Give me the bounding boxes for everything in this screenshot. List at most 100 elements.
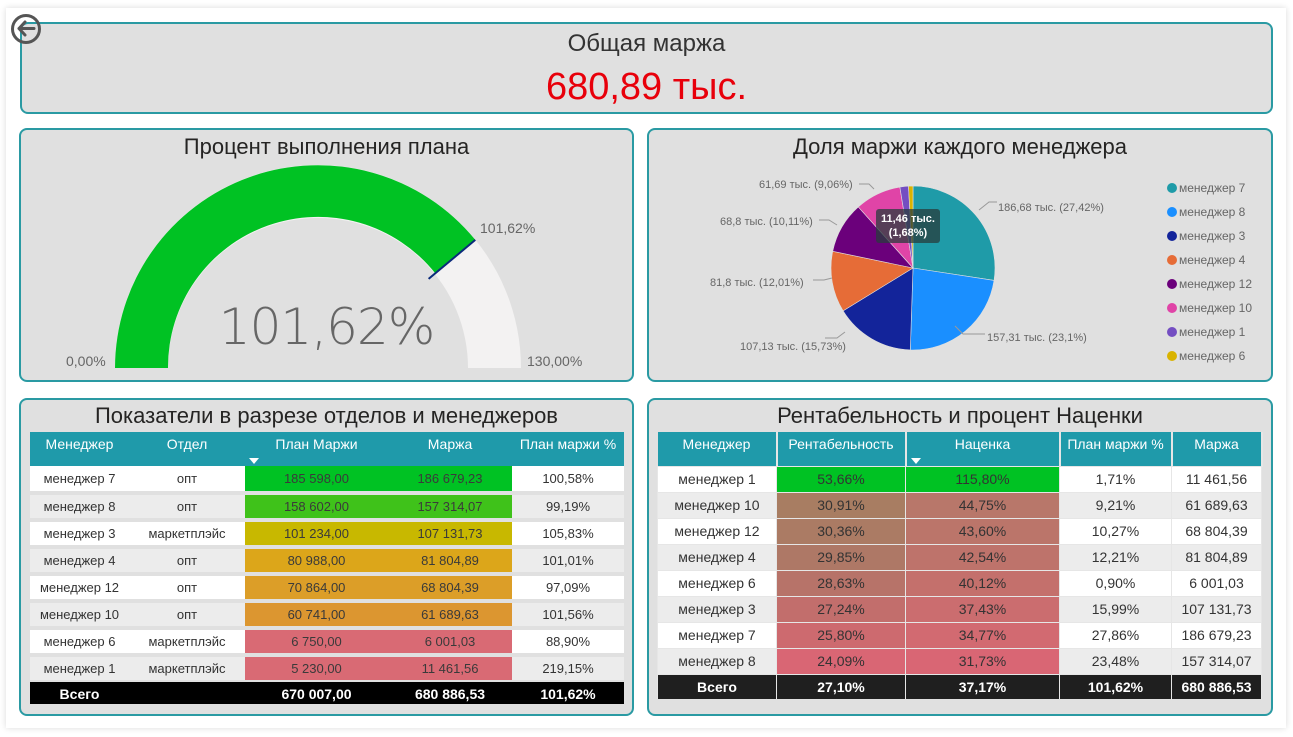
cell-manager: менеджер 12 <box>30 574 129 601</box>
table-row[interactable]: менеджер 8 опт 158 602,00 157 314,07 99,19% <box>30 493 624 520</box>
profitability-table: Менеджер Рентабельность Наценка План мар… <box>657 432 1263 699</box>
legend-item[interactable]: менеджер 8 <box>1167 200 1252 224</box>
back-button[interactable] <box>11 14 41 44</box>
cell-plan: 185 598,00 <box>245 466 388 493</box>
cell-rent: 30,91% <box>776 491 906 519</box>
legend-label: менеджер 6 <box>1179 349 1246 363</box>
col-header-plan-pct[interactable]: План маржи % <box>512 432 624 466</box>
gauge-target-line <box>427 239 476 280</box>
total-plan: 670 007,00 <box>245 682 388 704</box>
col-header-margin[interactable]: Маржа <box>388 432 512 466</box>
cell-margin: 6 001,03 <box>388 628 512 655</box>
table-row[interactable]: менеджер 8 24,09% 31,73% 23,48% 157 314,07 <box>657 647 1262 675</box>
legend-dot-icon <box>1167 231 1177 241</box>
table-row[interactable]: менеджер 10 опт 60 741,00 61 689,63 101,56% <box>30 601 624 628</box>
cell-plan: 70 864,00 <box>245 574 388 601</box>
total-markup: 37,17% <box>905 673 1060 699</box>
cell-rent: 25,80% <box>776 621 906 649</box>
table-row[interactable]: менеджер 3 27,24% 37,43% 15,99% 107 131,73 <box>657 595 1262 623</box>
table2-title: Рентабельность и процент Наценки <box>777 403 1143 428</box>
kpi-value: 680,89 тыс. <box>545 66 748 108</box>
cell-plan-pct: 1,71% <box>1059 465 1172 493</box>
pie-leader-lines <box>813 183 997 339</box>
total-dept <box>129 682 245 704</box>
cell-dept: опт <box>129 574 245 601</box>
table-row[interactable]: менеджер 6 маркетплэйс 6 750,00 6 001,03 88,… <box>30 628 624 655</box>
table-row[interactable]: менеджер 12 опт 70 864,00 68 804,39 97,09% <box>30 574 624 601</box>
total-row: Всего 27,10% 37,17% 101,62% 680 886,53 <box>657 673 1262 699</box>
pie-slice[interactable] <box>830 250 914 312</box>
total-label: Всего <box>30 682 129 704</box>
total-label: Всего <box>657 673 777 699</box>
cell-manager: менеджер 6 <box>657 569 777 597</box>
table-row[interactable]: менеджер 12 30,36% 43,60% 10,27% 68 804,39 <box>657 517 1262 545</box>
cell-margin: 11 461,56 <box>388 655 512 682</box>
cell-margin: 186 679,23 <box>388 466 512 493</box>
cell-manager: менеджер 6 <box>30 628 129 655</box>
table-row[interactable]: менеджер 10 30,91% 44,75% 9,21% 61 689,63 <box>657 491 1262 519</box>
col-header-manager[interactable]: Менеджер <box>30 432 129 466</box>
cell-margin: 186 679,23 <box>1171 621 1262 649</box>
legend-item[interactable]: менеджер 3 <box>1167 224 1252 248</box>
cell-plan-pct: 219,15% <box>512 655 624 682</box>
cell-dept: опт <box>129 601 245 628</box>
col-header-plan-pct[interactable]: План маржи % <box>1059 432 1173 466</box>
legend-dot-icon <box>1167 183 1177 193</box>
table-row[interactable]: менеджер 4 29,85% 42,54% 12,21% 81 804,89 <box>657 543 1262 571</box>
cell-markup: 43,60% <box>905 517 1060 545</box>
pie-label-m12: 68,8 тыс. (10,11%) <box>720 216 813 228</box>
legend-item[interactable]: менеджер 7 <box>1167 176 1252 200</box>
gauge-chart[interactable] <box>21 130 632 380</box>
cell-plan-pct: 97,09% <box>512 574 624 601</box>
legend-dot-icon <box>1167 279 1177 289</box>
legend-dot-icon <box>1167 207 1177 217</box>
legend-item[interactable]: менеджер 10 <box>1167 296 1252 320</box>
table-row[interactable]: менеджер 1 53,66% 115,80% 1,71% 11 461,56 <box>657 465 1262 493</box>
table-row[interactable]: менеджер 7 опт 185 598,00 186 679,23 100,58% <box>30 466 624 493</box>
kpi-title: Общая маржа <box>567 30 726 57</box>
cell-margin: 107 131,73 <box>1171 595 1262 623</box>
legend-item[interactable]: менеджер 1 <box>1167 320 1252 344</box>
table-row[interactable]: менеджер 7 25,80% 34,77% 27,86% 186 679,23 <box>657 621 1262 649</box>
total-margin: 680 886,53 <box>1171 673 1262 699</box>
cell-manager: менеджер 3 <box>657 595 777 623</box>
col-header-manager[interactable]: Менеджер <box>657 432 778 466</box>
cell-margin: 107 131,73 <box>388 520 512 547</box>
legend-label: менеджер 3 <box>1179 229 1246 243</box>
pie-title: Доля маржи каждого менеджера <box>792 134 1128 159</box>
col-header-plan[interactable]: План Маржи <box>245 432 388 466</box>
pie-slice[interactable] <box>842 267 914 351</box>
total-margin: 680 886,53 <box>388 682 512 704</box>
col-header-margin[interactable]: Маржа <box>1171 432 1263 466</box>
legend-item[interactable]: менеджер 12 <box>1167 272 1252 296</box>
legend-item[interactable]: менеджер 4 <box>1167 248 1252 272</box>
tooltip-value: 11,46 тыс. <box>881 213 935 225</box>
table-row[interactable]: менеджер 4 опт 80 988,00 81 804,89 101,01% <box>30 547 624 574</box>
col-header-rent[interactable]: Рентабельность <box>776 432 907 466</box>
cell-manager: менеджер 4 <box>657 543 777 571</box>
col-header-dept[interactable]: Отдел <box>129 432 245 466</box>
cell-plan: 80 988,00 <box>245 547 388 574</box>
gauge-card-plan-completion[interactable]: Процент выполнения плана 101,62% 0,00% 1… <box>19 128 634 382</box>
table-row[interactable]: менеджер 6 28,63% 40,12% 0,90% 6 001,03 <box>657 569 1262 597</box>
legend-item[interactable]: менеджер 6 <box>1167 344 1252 368</box>
kpi-card-total-margin[interactable]: Общая маржа 680,89 тыс. <box>20 22 1273 114</box>
gauge-target-label: 101,62% <box>480 220 536 236</box>
cell-plan-pct: 0,90% <box>1059 569 1172 597</box>
gauge-fill <box>115 165 476 368</box>
cell-dept: опт <box>129 466 245 493</box>
pie-card-manager-share[interactable]: Доля маржи каждого менеджера 186,68 тыс.… <box>647 128 1273 382</box>
table-row[interactable]: менеджер 1 маркетплэйс 5 230,00 11 461,56 21… <box>30 655 624 682</box>
legend-label: менеджер 1 <box>1179 325 1246 339</box>
col-header-markup[interactable]: Наценка <box>905 432 1061 466</box>
gauge-min-label: 0,00% <box>66 353 106 369</box>
total-rent: 27,10% <box>776 673 906 699</box>
cell-margin: 81 804,89 <box>388 547 512 574</box>
gauge-value: 101,62% <box>218 298 435 356</box>
pie-slice[interactable] <box>909 267 995 351</box>
sort-desc-icon <box>910 457 921 464</box>
tooltip-percent: (1,68%) <box>888 227 928 239</box>
cell-plan-pct: 10,27% <box>1059 517 1172 545</box>
total-plan-pct: 101,62% <box>512 682 624 704</box>
table-row[interactable]: менеджер 3 маркетплэйс 101 234,00 107 131,7… <box>30 520 624 547</box>
